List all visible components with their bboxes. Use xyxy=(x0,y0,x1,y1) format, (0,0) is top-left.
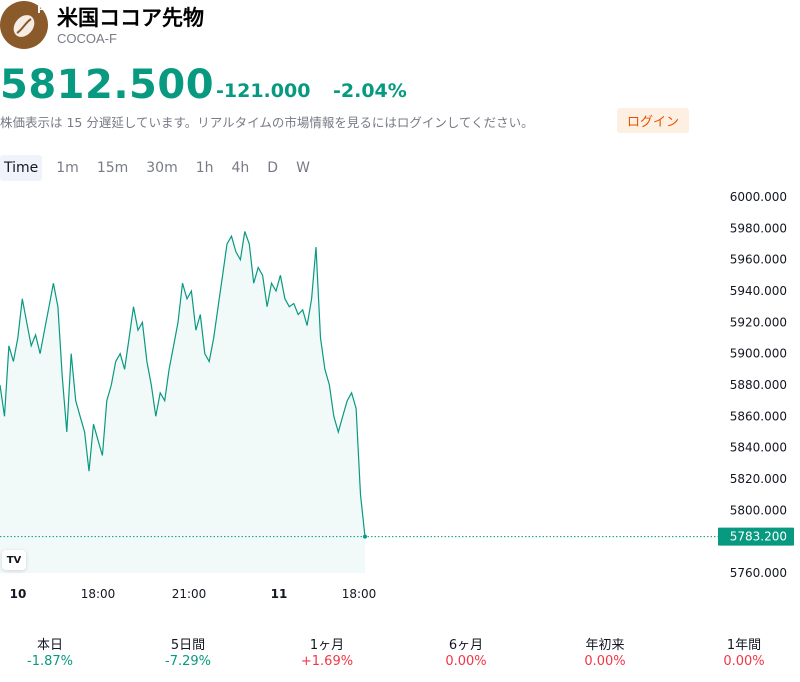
price-line xyxy=(0,231,366,537)
coffee-bean-icon xyxy=(13,15,35,37)
y-tick-label: 5760.000 xyxy=(730,566,787,580)
header: F 米国ココア先物 COCOA-F xyxy=(0,0,800,56)
performance-label: 1ヶ月 xyxy=(309,638,345,653)
y-tick-label: 5840.000 xyxy=(730,441,787,455)
tradingview-logo-icon[interactable]: TV xyxy=(2,550,26,570)
tab-1h[interactable]: 1h xyxy=(195,160,214,176)
delay-notice: 株価表示は 15 分遅延しています。リアルタイムの市場情報を見るにはログインして… xyxy=(0,115,534,130)
price-area-fill xyxy=(0,231,365,573)
performance-value: +1.69% xyxy=(300,654,354,669)
last-price-dot xyxy=(363,534,367,539)
tab-1m[interactable]: 1m xyxy=(56,160,79,176)
performance-item[interactable]: 1ヶ月 +1.69% xyxy=(277,634,377,669)
performance-value: 0.00% xyxy=(584,654,626,669)
performance-row: 本日 -1.87% 5日間 -7.29% 1ヶ月 +1.69% 6ヶ月 0.00% 年初来 0.0… xyxy=(0,634,800,674)
performance-value: 0.00% xyxy=(445,654,487,669)
performance-value: -1.87% xyxy=(27,654,73,669)
performance-label: 1年間 xyxy=(726,638,762,653)
last-price-badge xyxy=(718,527,794,546)
performance-value: -7.29% xyxy=(165,654,211,669)
performance-item[interactable]: 年初来 0.00% xyxy=(555,634,655,669)
y-tick-label: 5860.000 xyxy=(730,409,787,423)
performance-label: 5日間 xyxy=(170,638,206,653)
y-tick-label: 5960.000 xyxy=(730,253,787,267)
performance-label: 本日 xyxy=(36,638,63,653)
x-tick-label: 21:00 xyxy=(172,587,207,601)
instrument-symbol: COCOA-F xyxy=(57,31,117,46)
performance-item[interactable]: 5日間 -7.29% xyxy=(138,634,238,669)
performance-label: 6ヶ月 xyxy=(448,638,484,653)
tab-time[interactable]: Time xyxy=(0,155,43,181)
cocoa-logo-icon: F xyxy=(0,1,48,49)
performance-value: 0.00% xyxy=(723,654,765,669)
chart-canvas[interactable]: 6000.000 5980.000 5960.000 5940.000 5920.000… xyxy=(0,185,800,605)
price-chart[interactable]: 6000.000 5980.000 5960.000 5940.000 5920.000… xyxy=(0,185,800,605)
tab-15m[interactable]: 15m xyxy=(96,160,129,176)
tab-30m[interactable]: 30m xyxy=(146,160,178,176)
performance-item[interactable]: 6ヶ月 0.00% xyxy=(416,634,516,669)
logo-badge: F xyxy=(37,5,44,16)
tab-w[interactable]: W xyxy=(296,160,310,176)
timeframe-tabs: Time 1m 15m 30m 1h 4h D W xyxy=(0,155,324,181)
y-tick-label: 5900.000 xyxy=(730,347,787,361)
y-tick-label: 5880.000 xyxy=(730,378,787,392)
y-tick-label: 5940.000 xyxy=(730,284,787,298)
performance-item[interactable]: 1年間 0.00% xyxy=(694,634,794,669)
price-change: -121.000 xyxy=(216,80,311,102)
last-price: 5812.500 xyxy=(0,62,215,108)
x-tick-label: 10 xyxy=(10,587,27,601)
tab-4h[interactable]: 4h xyxy=(231,160,250,176)
y-tick-label: 5980.000 xyxy=(730,221,787,235)
performance-label: 年初来 xyxy=(585,638,625,653)
x-tick-label: 11 xyxy=(271,587,288,601)
x-tick-label: 18:00 xyxy=(81,587,116,601)
login-button[interactable]: ログイン xyxy=(617,108,689,133)
tab-d[interactable]: D xyxy=(267,160,279,176)
price-change-percent: -2.04% xyxy=(333,80,407,102)
y-tick-label: 5800.000 xyxy=(730,503,787,517)
x-tick-label: 18:00 xyxy=(342,587,377,601)
y-tick-label: 6000.000 xyxy=(730,190,787,204)
instrument-title: 米国ココア先物 xyxy=(57,6,204,30)
last-price-badge-label: 5783.200 xyxy=(730,530,787,544)
y-tick-label: 5820.000 xyxy=(730,472,787,486)
performance-item[interactable]: 本日 -1.87% xyxy=(0,634,100,669)
y-tick-label: 5920.000 xyxy=(730,315,787,329)
